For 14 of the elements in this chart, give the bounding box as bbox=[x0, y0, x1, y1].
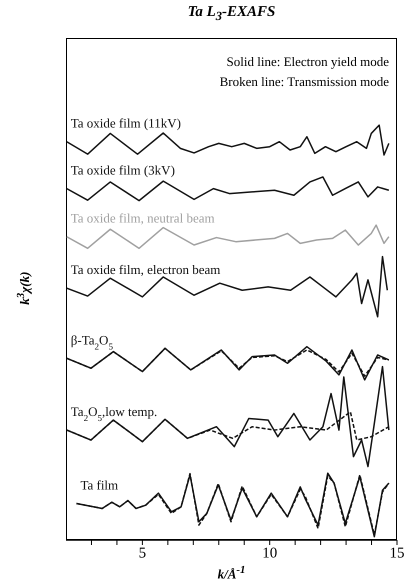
series-label: Ta oxide film (3kV) bbox=[70, 162, 175, 178]
text: Solid line: Electron yield mode bbox=[226, 54, 389, 70]
series-label: Ta film bbox=[80, 477, 118, 492]
series-label: Ta oxide film, neutral beam bbox=[70, 210, 215, 226]
series-label: Ta oxide film, electron beam bbox=[70, 262, 220, 278]
x-tick-label: 5 bbox=[138, 546, 146, 562]
chart-title: Ta L$_{3}$-EXAFS bbox=[186, 4, 276, 24]
x-tick-label: 15 bbox=[390, 546, 404, 562]
series-label: Ta$_{2}$O$_{5}$,low temp. bbox=[70, 404, 158, 424]
series-label: β-Ta$_{2}$O$_{5}$ bbox=[70, 332, 114, 352]
text: Broken line: Transmission mode bbox=[220, 74, 389, 90]
series-label: Ta oxide film (11kV) bbox=[70, 116, 181, 131]
x-axis-title: k/Å$^{-1}$ bbox=[216, 564, 246, 582]
x-tick-label: 10 bbox=[262, 546, 278, 562]
